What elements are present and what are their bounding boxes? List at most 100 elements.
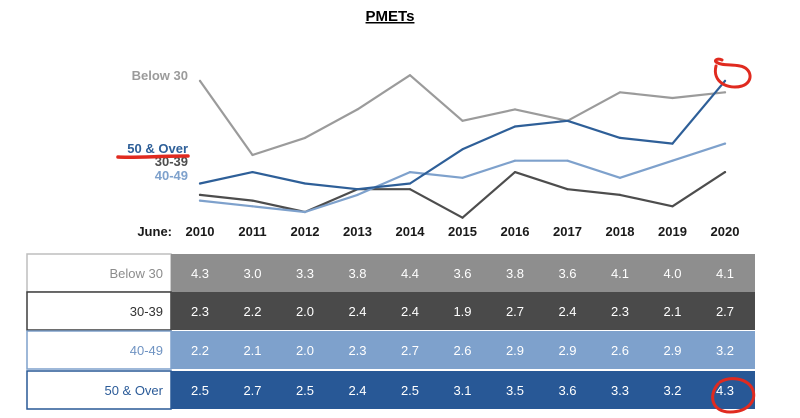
table-cell-30-39-2012: 2.0 bbox=[296, 304, 314, 319]
annotation-underline-label bbox=[116, 154, 190, 160]
table-cell-below-30-2011: 3.0 bbox=[243, 266, 261, 281]
table-row-band-below-30 bbox=[171, 254, 755, 292]
table-cell-below-30-2018: 4.1 bbox=[611, 266, 629, 281]
point-below-30-2013 bbox=[356, 108, 359, 111]
table-row-label-40-49: 40-49 bbox=[130, 343, 163, 358]
point-40-49-2015 bbox=[461, 176, 464, 179]
point-below-30-2010 bbox=[198, 79, 202, 82]
table-cell-30-39-2014: 2.4 bbox=[401, 304, 419, 319]
x-tick-label-2017: 2017 bbox=[553, 224, 582, 239]
point-50-over-2018 bbox=[618, 136, 622, 139]
point-40-49-2012 bbox=[303, 210, 307, 214]
table-cell-30-39-2018: 2.3 bbox=[611, 304, 629, 319]
table-row-band-50-over bbox=[171, 371, 755, 409]
point-below-30-2011 bbox=[251, 153, 254, 157]
table-row-label-box-40-49 bbox=[26, 330, 172, 370]
table-cell-50-over-2017: 3.6 bbox=[558, 383, 576, 398]
table-cell-below-30-2019: 4.0 bbox=[663, 266, 681, 281]
table-cell-50-over-2011: 2.7 bbox=[243, 383, 261, 398]
annotation-layer bbox=[116, 57, 756, 414]
annotation-circle-table-cell bbox=[711, 377, 756, 414]
table-cell-below-30-2010: 4.3 bbox=[191, 266, 209, 281]
table-cell-40-49-2010: 2.2 bbox=[191, 343, 209, 358]
table-row-label-50-over: 50 & Over bbox=[104, 383, 163, 398]
table-cell-50-over-2019: 3.2 bbox=[663, 383, 681, 398]
point-50-over-2010 bbox=[198, 182, 202, 185]
point-30-39-2017 bbox=[566, 188, 569, 191]
point-40-49-2018 bbox=[618, 176, 622, 179]
point-40-49-2010 bbox=[198, 199, 202, 202]
point-below-30-2018 bbox=[618, 91, 622, 94]
point-below-30-2016 bbox=[513, 108, 517, 111]
point-30-39-2016 bbox=[513, 171, 517, 174]
x-axis: June: 2010 2011 2012 2013 2014 2015 2016 2017 20… bbox=[137, 224, 739, 239]
series-label-50-over: 50 & Over bbox=[127, 141, 188, 156]
table-cell-30-39-2011: 2.2 bbox=[243, 304, 261, 319]
table-row-label-30-39: 30-39 bbox=[130, 304, 163, 319]
point-below-30-2014 bbox=[408, 74, 412, 77]
table-row-band-40-49 bbox=[171, 331, 755, 369]
x-tick-label-2012: 2012 bbox=[291, 224, 320, 239]
point-below-30-2015 bbox=[461, 119, 464, 122]
point-50-over-2012 bbox=[303, 182, 307, 185]
table-cell-below-30-2013: 3.8 bbox=[348, 266, 366, 281]
x-tick-label-2010: 2010 bbox=[186, 224, 215, 239]
point-30-39-2014 bbox=[408, 188, 412, 191]
table-cell-below-30-2017: 3.6 bbox=[558, 266, 576, 281]
x-tick-label-2013: 2013 bbox=[343, 224, 372, 239]
x-tick-label-2016: 2016 bbox=[501, 224, 530, 239]
point-40-49-2016 bbox=[513, 159, 517, 162]
table-cell-30-39-2013: 2.4 bbox=[348, 304, 366, 319]
table-cell-below-30-2015: 3.6 bbox=[453, 266, 471, 281]
point-50-over-2013 bbox=[356, 188, 359, 191]
table-cell-40-49-2020: 3.2 bbox=[716, 343, 734, 358]
table-cell-below-30-2014: 4.4 bbox=[401, 266, 419, 281]
point-50-over-2015 bbox=[461, 148, 464, 151]
table-cell-40-49-2017: 2.9 bbox=[558, 343, 576, 358]
x-tick-label-2011: 2011 bbox=[238, 224, 266, 239]
point-below-30-2012 bbox=[303, 136, 307, 139]
lines-layer bbox=[198, 74, 727, 219]
table-row-band-30-39 bbox=[171, 292, 755, 330]
series-line-30-39 bbox=[198, 171, 727, 219]
table-cell-40-49-2011: 2.1 bbox=[243, 343, 261, 358]
x-tick-label-2014: 2014 bbox=[396, 224, 426, 239]
x-tick-label-2018: 2018 bbox=[606, 224, 635, 239]
point-30-39-2019 bbox=[671, 205, 674, 208]
point-30-39-2011 bbox=[251, 199, 254, 202]
table-cell-40-49-2012: 2.0 bbox=[296, 343, 314, 358]
chart-title: PMETs bbox=[366, 8, 415, 25]
x-tick-label-2015: 2015 bbox=[448, 224, 477, 239]
point-50-over-2019 bbox=[671, 142, 674, 145]
x-tick-label-2020: 2020 bbox=[711, 224, 740, 239]
table-cell-40-49-2013: 2.3 bbox=[348, 343, 366, 358]
table-cell-below-30-2012: 3.3 bbox=[296, 266, 314, 281]
table-cell-below-30-2016: 3.8 bbox=[506, 266, 524, 281]
annotation-circle-chart-endpoint bbox=[713, 57, 752, 89]
point-40-49-2011 bbox=[251, 205, 254, 208]
table-cell-40-49-2018: 2.6 bbox=[611, 343, 629, 358]
point-40-49-2019 bbox=[671, 159, 674, 162]
point-30-39-2010 bbox=[198, 193, 202, 196]
table-cell-50-over-2016: 3.5 bbox=[506, 383, 524, 398]
table-cell-50-over-2013: 2.4 bbox=[348, 383, 366, 398]
series-line-50-over bbox=[198, 79, 727, 191]
point-50-over-2020 bbox=[723, 79, 727, 82]
point-50-over-2011 bbox=[251, 171, 254, 174]
series-label-40-49: 40-49 bbox=[155, 168, 188, 183]
point-50-over-2016 bbox=[513, 125, 517, 128]
table-cell-30-39-2019: 2.1 bbox=[663, 304, 681, 319]
point-50-over-2017 bbox=[566, 119, 569, 122]
point-below-30-2020 bbox=[723, 91, 727, 94]
table-cell-50-over-2012: 2.5 bbox=[296, 383, 314, 398]
x-axis-prefix-label: June: bbox=[137, 224, 172, 239]
table-cell-30-39-2010: 2.3 bbox=[191, 304, 209, 319]
point-40-49-2017 bbox=[566, 159, 569, 162]
point-30-39-2015 bbox=[461, 216, 464, 219]
table-cell-50-over-2018: 3.3 bbox=[611, 383, 629, 398]
table-cell-50-over-2014: 2.5 bbox=[401, 383, 419, 398]
table-row-label-box-50-over bbox=[26, 370, 172, 410]
